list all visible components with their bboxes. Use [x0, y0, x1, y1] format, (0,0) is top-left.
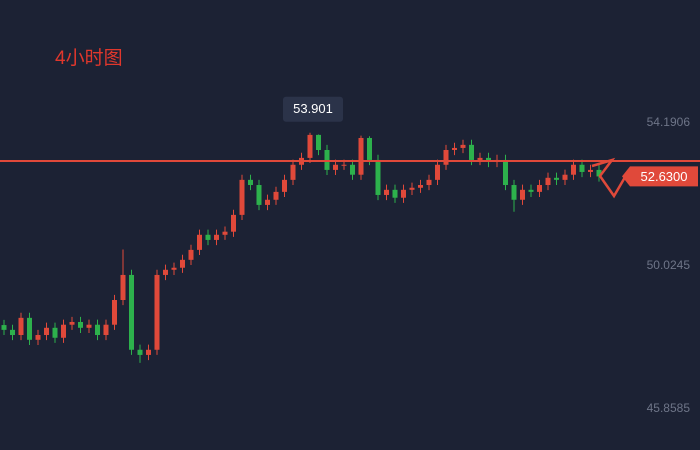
candle-body	[554, 177, 559, 180]
candle-body	[537, 185, 542, 192]
candle-body	[256, 185, 262, 205]
candle-body	[545, 177, 551, 186]
candle-body	[197, 234, 202, 250]
candle-body	[222, 231, 228, 235]
candle-body	[35, 335, 41, 340]
candle-body	[520, 189, 525, 200]
candle-body	[180, 259, 185, 268]
candle-body	[129, 274, 134, 350]
candle-body	[69, 321, 75, 325]
candle-body	[95, 324, 100, 336]
candle-body	[78, 321, 83, 328]
candle-body	[18, 317, 24, 336]
candle-body	[562, 174, 568, 180]
candle-body	[469, 144, 474, 160]
candle-body	[188, 249, 194, 260]
candle-body	[103, 324, 109, 336]
y-tick-label: 50.0245	[647, 258, 691, 272]
candle-body	[528, 189, 534, 192]
chart-title: 4小时图	[55, 47, 123, 69]
price-tag	[622, 166, 698, 187]
candle-body	[27, 317, 32, 340]
candle-body	[358, 137, 364, 175]
candle-body	[571, 164, 576, 175]
candle-body	[1, 325, 7, 330]
candle-body	[460, 144, 466, 148]
y-tick-label: 54.1906	[647, 115, 691, 129]
candle-body	[112, 300, 117, 325]
candle-body	[273, 191, 279, 200]
candle-body	[86, 324, 92, 328]
candle-body	[426, 179, 432, 186]
candle-body	[171, 267, 177, 270]
peak-label: 53.901	[293, 101, 333, 116]
candle-body	[137, 349, 143, 355]
candle-body	[248, 179, 253, 186]
candle-body	[205, 234, 211, 240]
price-tag-label: 52.6300	[641, 169, 688, 184]
candle-body	[231, 214, 236, 232]
candle-body	[477, 157, 483, 160]
candle-body	[511, 185, 517, 200]
candle-body	[333, 164, 338, 170]
candle-body	[61, 324, 66, 338]
candle-body	[120, 274, 126, 300]
candle-body	[443, 150, 449, 165]
candle-body	[44, 327, 49, 336]
candle-body	[579, 164, 585, 172]
candle-body	[307, 134, 313, 158]
candle-body	[341, 164, 347, 166]
arrow-drawing	[591, 157, 630, 199]
candle-body	[452, 147, 457, 150]
candle-body	[435, 164, 440, 180]
peak-box	[283, 96, 343, 122]
candle-body	[596, 169, 602, 177]
candle-body	[392, 189, 398, 198]
candle-body	[239, 179, 245, 215]
candle-body	[214, 234, 219, 240]
candle-body	[316, 134, 321, 150]
candle-body	[350, 164, 355, 175]
candle-body	[154, 274, 160, 350]
y-tick-label: 45.8585	[647, 401, 691, 415]
candle-body	[375, 159, 381, 195]
candle-body	[409, 187, 415, 190]
candle-body	[486, 157, 491, 163]
candle-body	[163, 269, 168, 275]
candle-body	[418, 185, 423, 188]
candle-body	[503, 159, 508, 186]
candle-body	[401, 189, 406, 198]
candle-body	[282, 179, 287, 192]
candle-body	[367, 137, 372, 160]
candle-body	[588, 169, 593, 172]
candle-body	[324, 150, 330, 170]
candle-body	[290, 164, 296, 180]
candle-body	[384, 189, 389, 195]
candle-body	[146, 349, 151, 355]
candle-body	[265, 199, 270, 205]
candle-body	[52, 327, 58, 338]
candle-body	[10, 329, 15, 336]
